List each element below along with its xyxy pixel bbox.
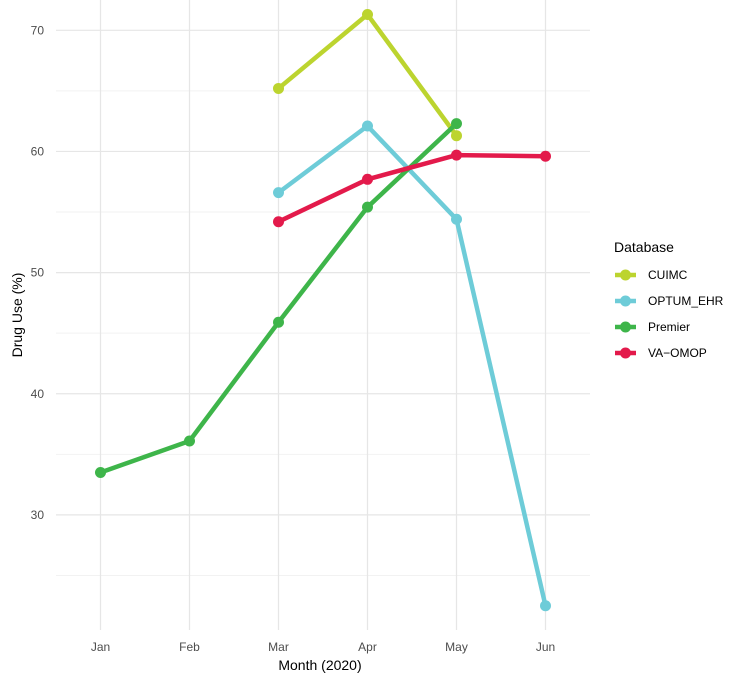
data-point (362, 173, 373, 185)
y-tick-label: 70 (31, 23, 45, 37)
data-point (273, 82, 284, 94)
data-point (95, 467, 106, 478)
y-tick-label: 30 (31, 508, 45, 522)
x-tick-label: Jan (91, 640, 110, 654)
x-tick-label: Jun (536, 640, 555, 654)
legend-label: CUIMC (648, 268, 688, 282)
legend: Database CUIMC OPTUM_EHR Premier VA−OMOP (614, 239, 724, 360)
data-point (451, 130, 462, 142)
x-axis-tick-labels: Jan Feb Mar Apr May Jun (91, 640, 555, 654)
data-point (451, 149, 462, 161)
major-gridlines (56, 0, 590, 630)
series-lines (99, 12, 548, 607)
data-point (273, 216, 284, 228)
y-axis-tick-labels: 30 40 50 60 70 (31, 23, 45, 522)
legend-title: Database (614, 239, 674, 255)
x-tick-label: Mar (268, 640, 289, 654)
series-line (277, 123, 548, 607)
data-point (362, 120, 373, 132)
data-point (273, 316, 284, 328)
y-tick-label: 60 (31, 144, 45, 158)
y-tick-label: 50 (31, 266, 45, 280)
legend-key-point (620, 269, 631, 281)
data-point (362, 201, 373, 213)
x-axis-title: Month (2020) (278, 657, 361, 673)
data-point (273, 187, 284, 199)
legend-label: VA−OMOP (648, 346, 707, 360)
x-tick-label: Feb (179, 640, 200, 654)
series-line (277, 152, 546, 224)
legend-key-point (620, 321, 631, 333)
series-points (95, 9, 551, 612)
legend-key-point (620, 347, 631, 359)
data-point (451, 118, 462, 130)
legend-label: OPTUM_EHR (648, 294, 724, 308)
minor-gridlines (56, 90, 590, 576)
y-tick-label: 40 (31, 387, 45, 401)
data-point (451, 213, 462, 225)
data-point (540, 600, 551, 612)
data-point (184, 435, 195, 447)
legend-key-point (620, 295, 631, 307)
data-point (540, 150, 551, 162)
x-tick-label: Apr (358, 640, 377, 654)
data-point (362, 9, 373, 21)
x-tick-label: May (445, 640, 468, 654)
y-axis-title: Drug Use (%) (9, 273, 25, 358)
legend-label: Premier (648, 320, 690, 334)
